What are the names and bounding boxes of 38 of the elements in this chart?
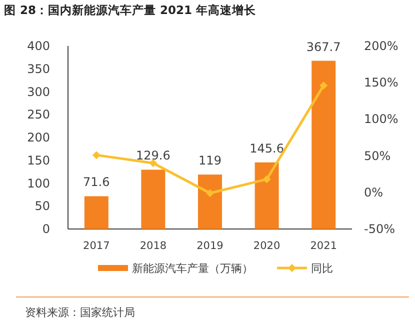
data-label: 71.6 [83, 175, 110, 190]
y-tick-label: 250 [27, 108, 50, 122]
y-tick-label: 100 [27, 176, 50, 190]
y2-tick-label: 50% [364, 148, 391, 163]
y-tick-label: 400 [27, 39, 50, 53]
bar [254, 162, 279, 229]
data-label: 367.7 [306, 40, 341, 54]
y-tick-label: 50 [34, 199, 50, 214]
data-label: 119 [198, 154, 222, 168]
text: 资料来源：国家统计局 [25, 306, 135, 319]
y-tick-label: 0 [42, 222, 50, 236]
x-tick-label: 2018 [140, 240, 167, 252]
x-tick-label: 2019 [196, 240, 224, 252]
point [320, 82, 328, 90]
legend-label: 同比 [311, 262, 333, 275]
data-label: 129.6 [136, 148, 170, 163]
y2-tick-label: 200% [364, 39, 398, 53]
y2-tick-label: 150% [364, 76, 398, 90]
y2-tick-label: 100% [364, 112, 398, 126]
x-tick-label: 2017 [83, 240, 110, 252]
y-tick-label: 200 [27, 130, 50, 144]
bar [141, 170, 166, 229]
x-tick-label: 2021 [310, 240, 337, 252]
point [92, 151, 100, 160]
point [262, 175, 271, 184]
y-tick-label: 300 [27, 84, 50, 99]
chart-title: 图 28：国内新能源汽车产量 2021 年高速增长 [4, 3, 258, 17]
bar [198, 174, 222, 229]
y-tick-label: 150 [27, 153, 50, 168]
data-label: 145.6 [250, 141, 284, 156]
y2-tick-label: 0% [364, 185, 384, 200]
bar [312, 60, 336, 229]
legend-label: 新能源汽车产量（万辆） [132, 262, 253, 275]
bar [84, 196, 108, 229]
y-tick-label: 350 [27, 62, 50, 76]
y2-tick-label: -50% [364, 222, 396, 236]
x-tick-label: 2020 [253, 240, 280, 252]
point [206, 189, 214, 198]
